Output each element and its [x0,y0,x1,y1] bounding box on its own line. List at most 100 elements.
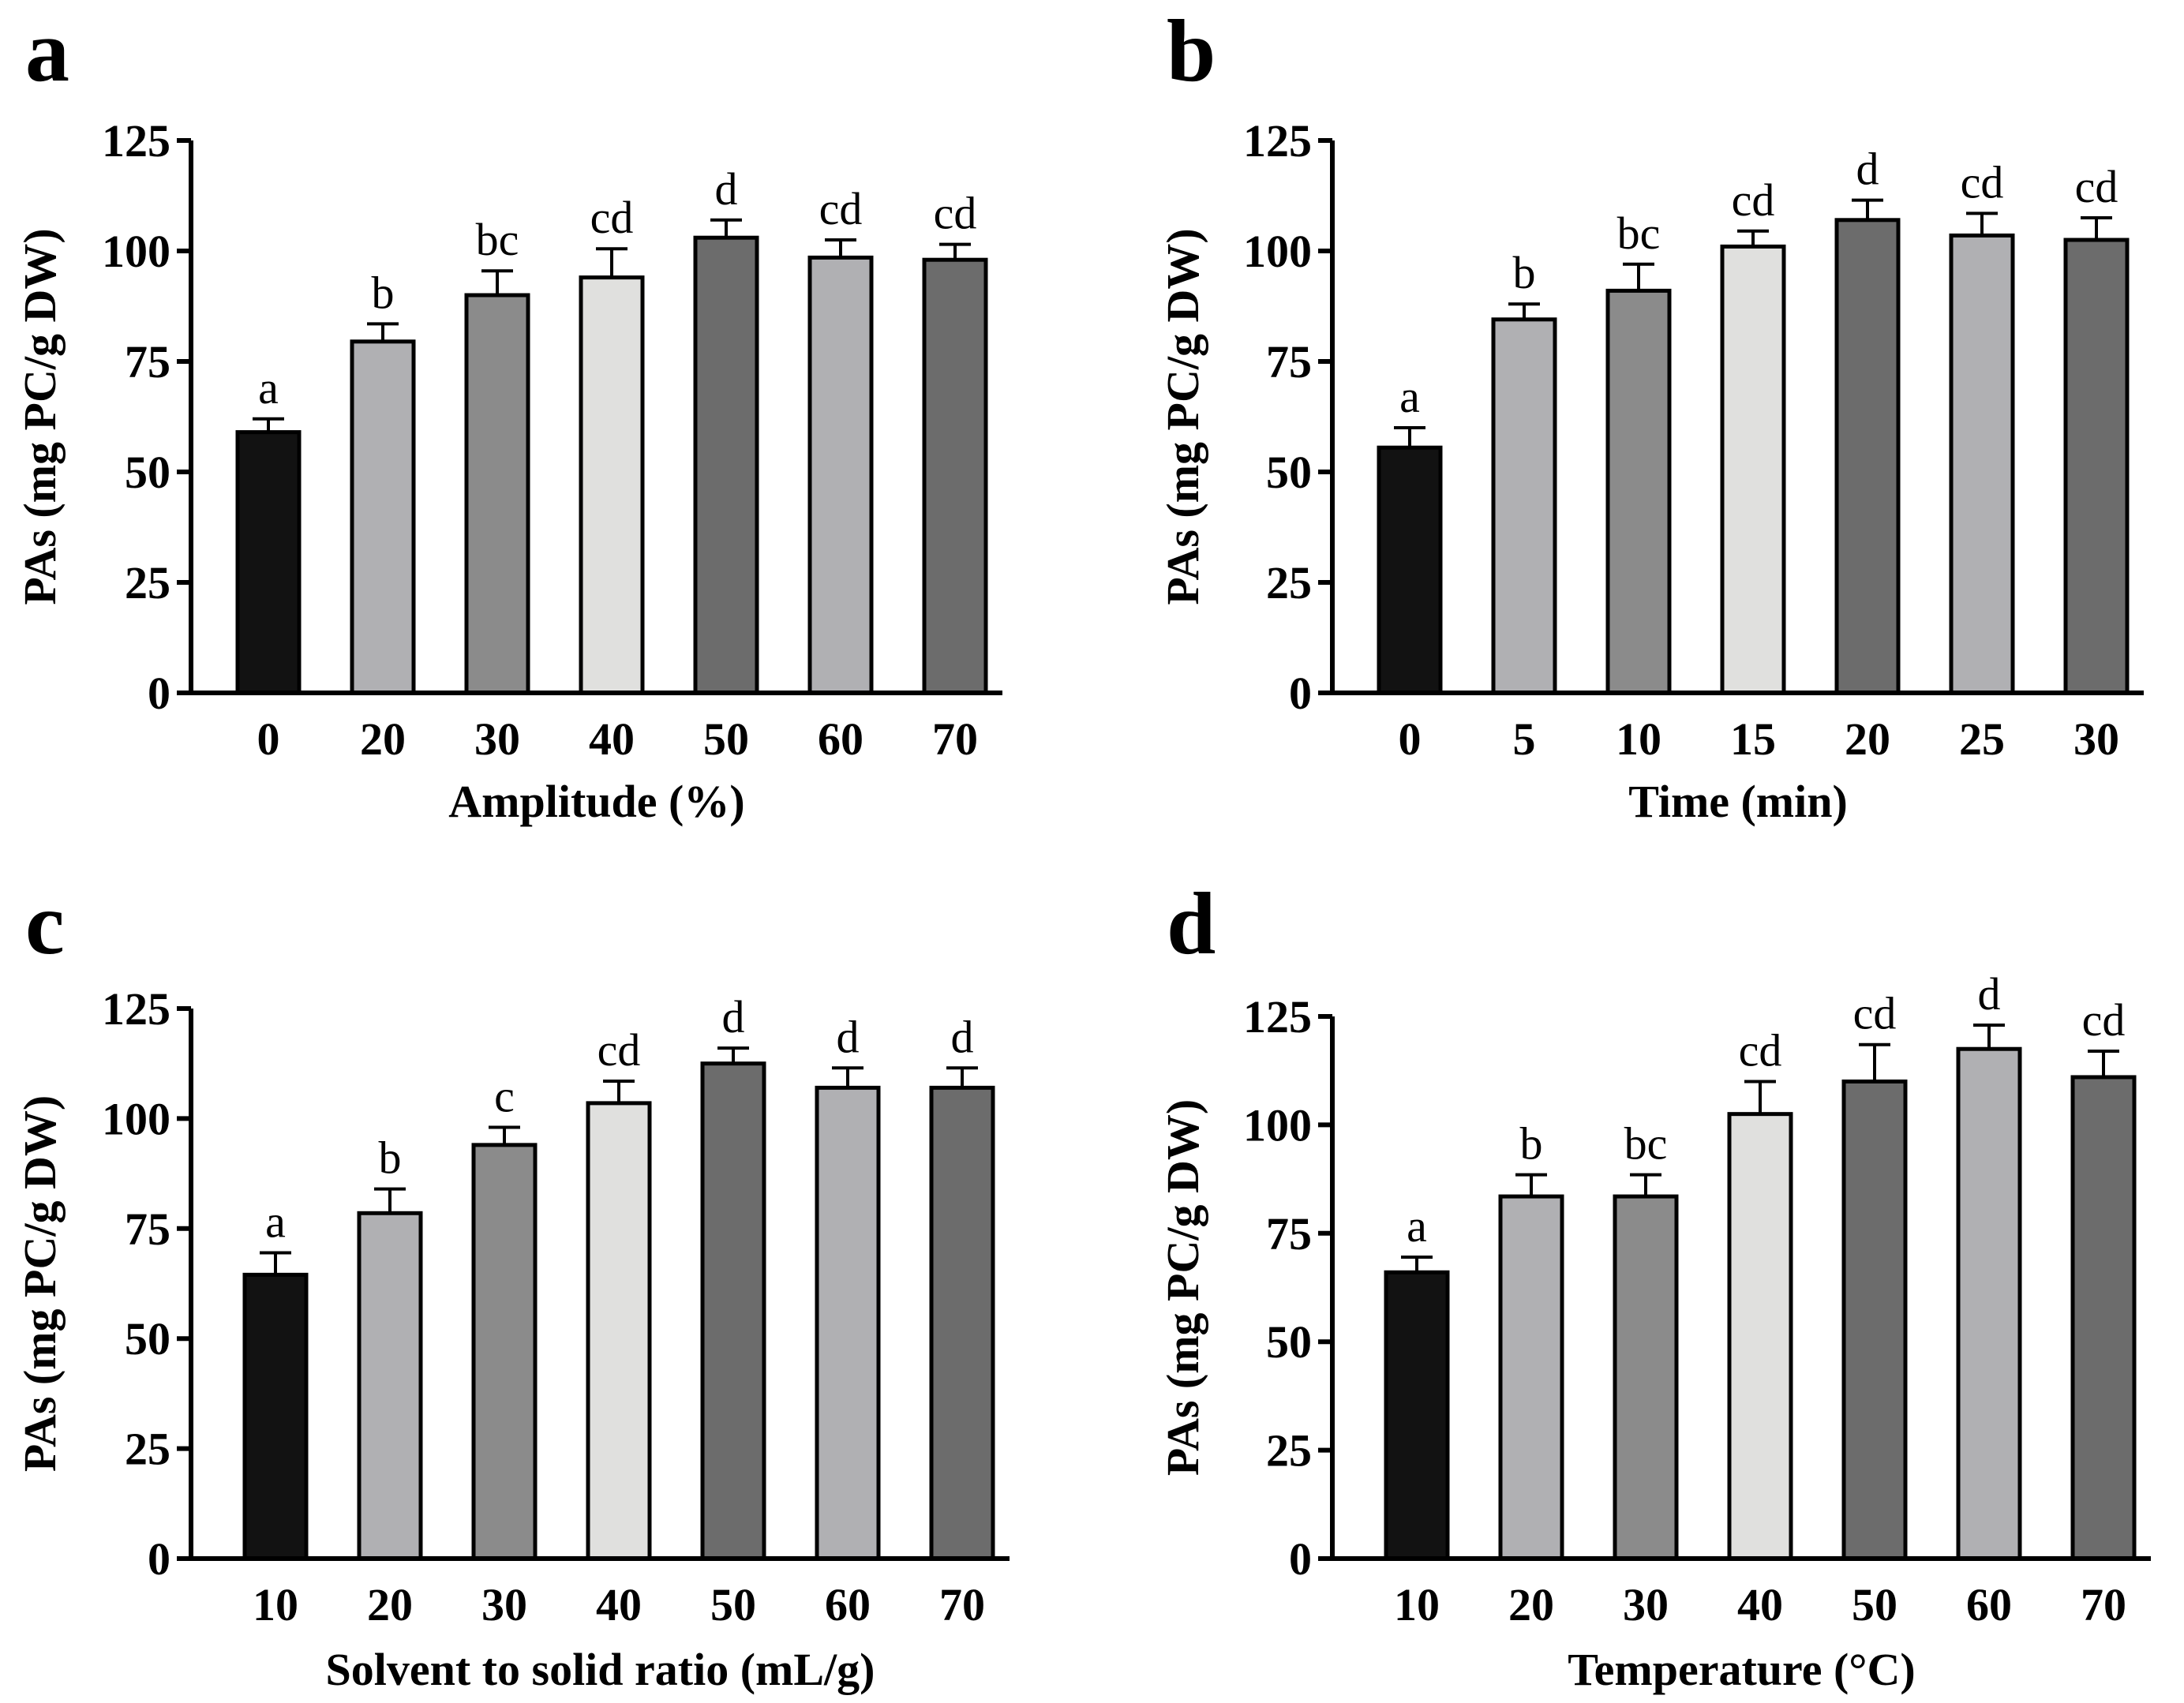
significance-label: d [1978,968,2001,1020]
x-tick-label: 70 [939,1579,985,1630]
y-tick-label: 125 [1243,115,1312,167]
y-tick-label: 50 [1266,1316,1312,1368]
significance-label: bc [476,214,519,265]
bar [922,257,988,695]
bar [1377,445,1443,695]
y-tick-label: 100 [102,226,170,277]
significance-label: d [1856,144,1879,195]
x-tick-label: 50 [710,1579,756,1630]
bar [1949,233,2015,695]
x-tick-label: 20 [360,713,406,765]
significance-label: cd [2082,994,2126,1046]
significance-label: d [951,1011,974,1062]
significance-label: a [1407,1200,1427,1252]
bar [586,1101,652,1561]
significance-label: cd [1853,988,1897,1039]
bar [1727,1112,1793,1561]
bar [1841,1079,1908,1561]
bar [815,1085,881,1561]
x-axis-title: Temperature (°C) [1568,1644,1915,1695]
x-axis-title: Amplitude (%) [448,776,744,827]
bar [235,430,302,695]
x-tick-label: 5 [1513,713,1536,765]
panel-letter: c [25,875,65,973]
x-tick-label: 70 [932,713,978,765]
y-tick-label: 50 [125,1313,170,1364]
bar [350,339,416,695]
x-tick-label: 60 [825,1579,871,1630]
panel-a: a a 0 b 20 bc 30 cd 40 d 50 cd 60 cd 70 0 25 50 75 100 125 Am… [14,2,1002,827]
y-tick-label: 0 [1289,1533,1312,1585]
x-tick-label: 10 [253,1579,298,1630]
panel-letter: a [25,2,69,100]
bar [464,293,530,695]
y-tick-label: 100 [1243,226,1312,277]
x-axis-title: Time (min) [1628,776,1848,827]
bar [1491,317,1557,695]
bar [807,255,874,695]
bar [579,275,645,695]
x-tick-label: 15 [1730,713,1776,765]
bar [1384,1270,1450,1561]
bar [2063,238,2130,695]
bar [1720,244,1786,695]
x-tick-label: 70 [2081,1579,2126,1630]
bar [2070,1075,2137,1561]
significance-label: b [379,1132,402,1184]
x-axis-title: Solvent to solid ratio (mL/g) [326,1644,875,1695]
y-axis-title: PAs (mg PC/g DW) [1157,1099,1208,1476]
significance-label: cd [819,183,863,234]
panel-letter: d [1167,875,1216,973]
x-tick-label: 10 [1616,713,1661,765]
x-tick-label: 60 [1966,1579,2012,1630]
x-tick-label: 10 [1394,1579,1440,1630]
y-tick-label: 125 [102,115,170,167]
x-tick-label: 20 [1508,1579,1554,1630]
bar [471,1143,538,1561]
x-tick-label: 20 [367,1579,413,1630]
y-tick-label: 125 [1243,991,1312,1042]
significance-label: c [494,1071,515,1122]
significance-label: d [837,1011,860,1062]
y-tick-label: 25 [125,1424,170,1475]
significance-label: b [1513,247,1536,298]
bar [357,1211,423,1561]
x-tick-label: 50 [703,713,749,765]
y-tick-label: 75 [125,336,170,387]
significance-label: b [1520,1118,1543,1170]
panel-letter: b [1167,2,1216,100]
y-tick-label: 0 [148,1533,170,1585]
significance-label: cd [934,188,977,239]
significance-label: d [722,991,745,1042]
x-tick-label: 30 [481,1579,527,1630]
x-tick-label: 50 [1852,1579,1897,1630]
x-tick-label: 30 [1623,1579,1669,1630]
significance-label: a [265,1196,286,1247]
significance-label: cd [598,1024,641,1076]
significance-label: cd [1961,156,2004,208]
y-tick-label: 25 [125,557,170,608]
y-tick-label: 25 [1266,1425,1312,1477]
y-tick-label: 75 [125,1203,170,1255]
y-tick-label: 50 [1266,447,1312,498]
significance-label: cd [590,192,634,243]
y-tick-label: 100 [1243,1099,1312,1151]
y-tick-label: 0 [148,668,170,719]
x-tick-label: 40 [1737,1579,1783,1630]
panel-d: d a 10 b 20 bc 30 cd 40 cd 50 d 60 cd 70 0 25 50 75 100 125 T… [1157,875,2151,1695]
bar [242,1272,309,1561]
significance-label: bc [1624,1118,1668,1170]
significance-label: cd [2075,161,2118,212]
x-tick-label: 60 [818,713,863,765]
bar [1956,1046,2022,1561]
bar [700,1061,766,1561]
significance-label: cd [1739,1024,1782,1076]
significance-label: a [258,362,279,414]
y-axis-title: PAs (mg PC/g DW) [14,228,66,604]
significance-label: d [715,163,738,215]
x-tick-label: 0 [1399,713,1422,765]
y-tick-label: 75 [1266,1208,1312,1259]
panel-c: c a 10 b 20 c 30 cd 40 d 50 d 60 d 70 0 25 50 75 100 125 Solv… [14,875,1010,1695]
y-tick-label: 125 [102,983,170,1035]
